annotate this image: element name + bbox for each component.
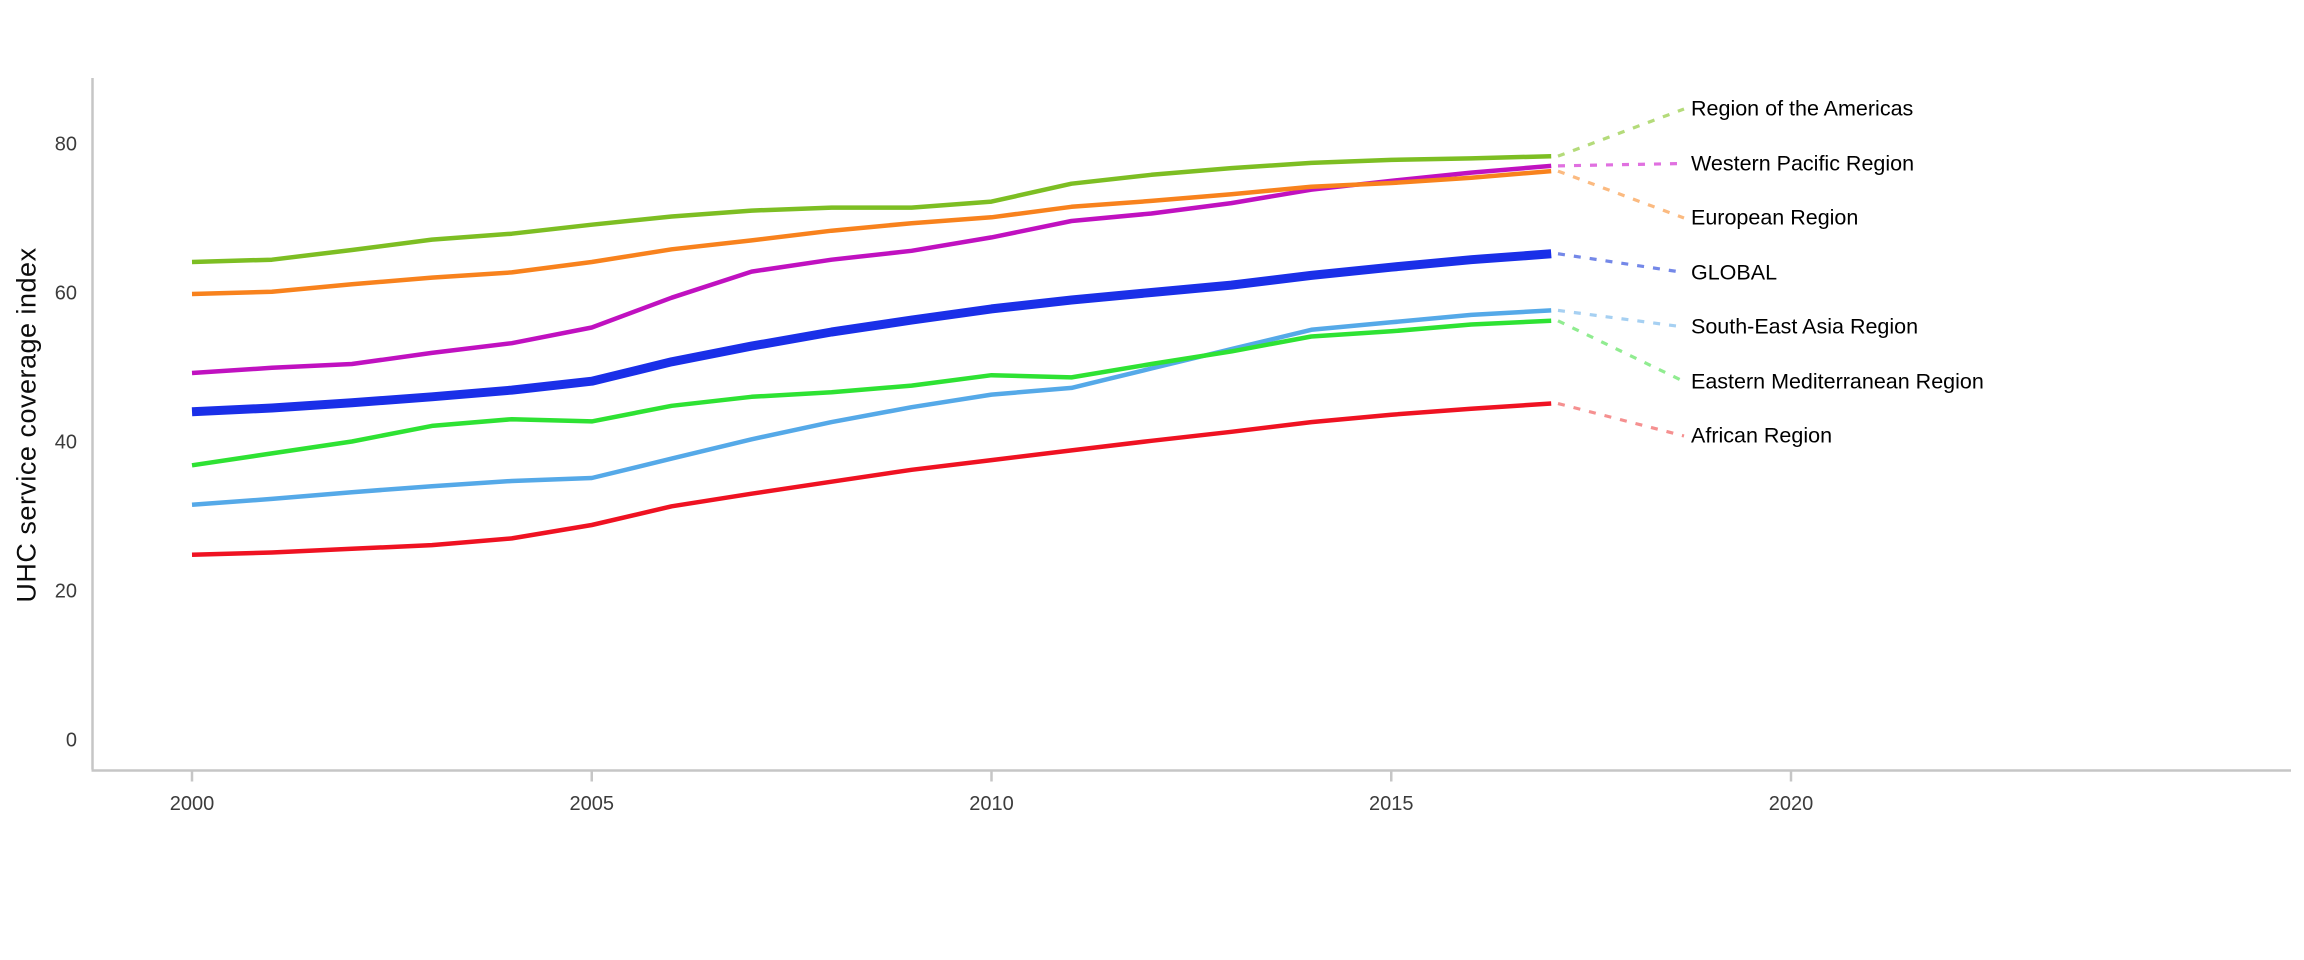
series-line-eastern-mediterranean-region xyxy=(191,318,1552,468)
legend-label-african-region: African Region xyxy=(1691,423,1833,448)
y-axis-title: UHC service coverage index xyxy=(11,247,42,603)
legend-leader-african-region xyxy=(1557,401,1685,438)
series-line-south-east-asia-region xyxy=(191,308,1552,508)
series-line-african-region xyxy=(191,401,1552,558)
x-tick-label-2015: 2015 xyxy=(1369,793,1414,815)
series-line-region-of-the-americas xyxy=(191,153,1552,265)
legend-leader-global xyxy=(1557,252,1685,275)
series-line-european-region xyxy=(191,168,1552,297)
y-tick-label-0: 0 xyxy=(65,729,77,752)
y-tick-label-20: 20 xyxy=(54,580,77,603)
x-tick-label-2000: 2000 xyxy=(169,793,215,815)
legend-label-western-pacific-region: Western Pacific Region xyxy=(1691,151,1915,175)
legend-leader-european-region xyxy=(1557,169,1685,220)
x-tick-label-2020: 2020 xyxy=(1768,793,1814,815)
y-tick-label-60: 60 xyxy=(54,282,77,305)
legend-leader-region-of-the-americas xyxy=(1557,107,1685,158)
legend-label-european-region: European Region xyxy=(1691,205,1859,230)
legend-label-global: GLOBAL xyxy=(1691,260,1778,284)
legend-label-eastern-mediterranean-region: Eastern Mediterranean Region xyxy=(1691,369,1984,393)
x-tick-label-2005: 2005 xyxy=(569,793,615,815)
legend-leader-western-pacific-region xyxy=(1557,161,1685,168)
series-line-global xyxy=(191,249,1552,417)
legend-leader-eastern-mediterranean-region xyxy=(1557,319,1685,383)
x-tick-label-2010: 2010 xyxy=(969,793,1014,815)
legend-leader-south-east-asia-region xyxy=(1557,308,1685,329)
legend-label-south-east-asia-region: South-East Asia Region xyxy=(1691,314,1919,339)
y-tick-label-40: 40 xyxy=(54,431,77,454)
legend-label-region-of-the-americas: Region of the Americas xyxy=(1691,96,1914,121)
y-tick-label-80: 80 xyxy=(54,133,77,156)
